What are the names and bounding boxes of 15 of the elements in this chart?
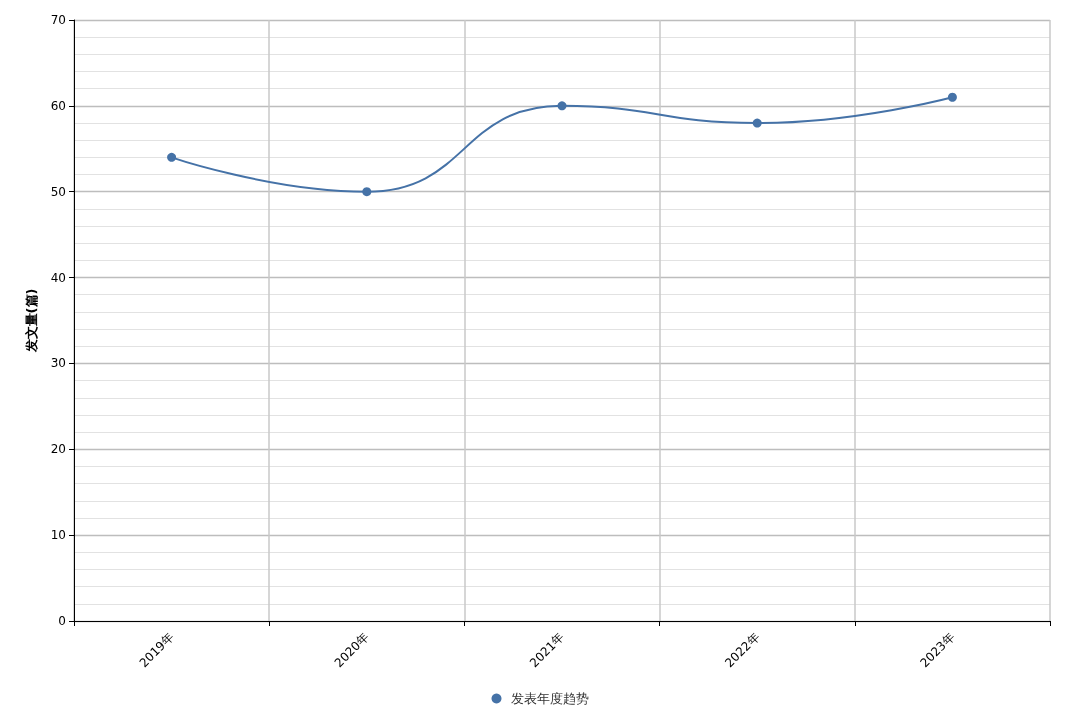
- y-tick-label: 50: [50, 184, 66, 199]
- y-axis-title: 发文量(篇): [24, 288, 39, 354]
- point: [557, 101, 567, 111]
- point: [362, 187, 372, 197]
- point: [752, 118, 762, 128]
- y-tick-label: 20: [50, 442, 66, 457]
- y-tick-label: 60: [50, 98, 66, 113]
- y-tick-label: 0: [58, 614, 66, 628]
- legend-label: 发表年度趋势: [510, 691, 589, 706]
- y-tick-label: 40: [50, 270, 66, 285]
- y-tick-label: 10: [50, 528, 66, 543]
- y-tick-label: 70: [50, 13, 66, 27]
- point: [947, 92, 957, 102]
- point: [167, 152, 177, 162]
- y-tick-label: 30: [50, 356, 66, 371]
